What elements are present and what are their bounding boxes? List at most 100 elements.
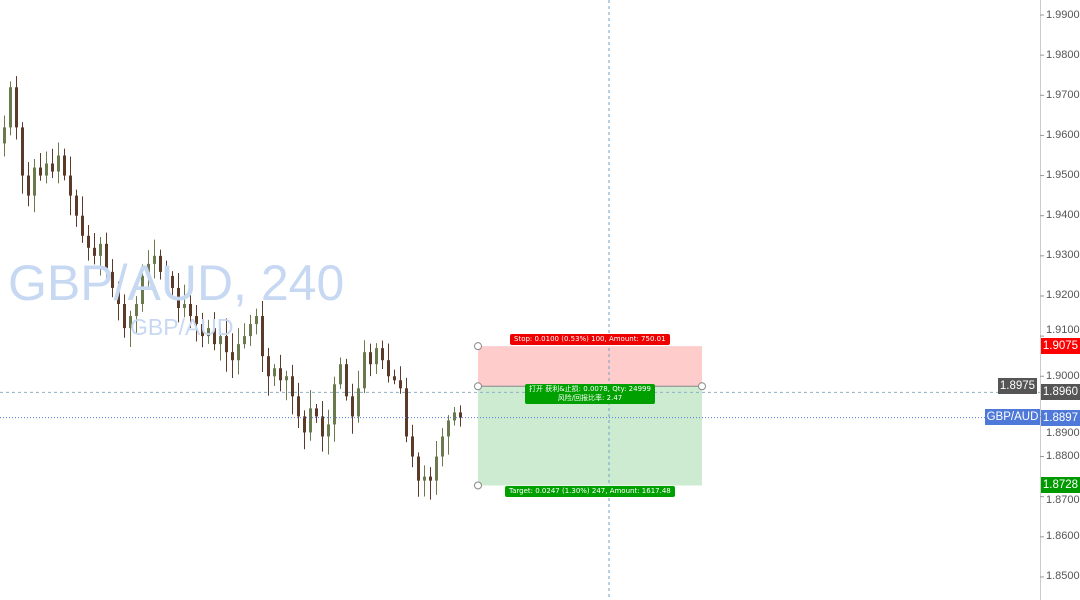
candle-body xyxy=(219,336,222,345)
candle-body xyxy=(141,275,144,305)
candle-body xyxy=(405,388,408,437)
candle-body xyxy=(351,396,354,417)
candle-body xyxy=(297,396,300,417)
candle-body xyxy=(27,175,30,196)
price-tick-label: 1.9700 xyxy=(1046,88,1080,101)
stop-zone[interactable] xyxy=(478,346,702,387)
candle-body xyxy=(3,127,6,144)
candle-body xyxy=(171,275,174,288)
price-tick-label: 1.8500 xyxy=(1046,570,1080,583)
price-tick-label: 1.9100 xyxy=(1046,324,1080,337)
candles xyxy=(3,76,462,500)
candle-body xyxy=(411,436,414,457)
candle-body xyxy=(417,456,420,481)
price-tick-label: 1.8800 xyxy=(1046,450,1080,463)
symbol-tag: GBP/AUD xyxy=(985,409,1040,425)
stop-label: Stop: 0.0100 (0.53%) 100, Amount: 750.01 xyxy=(510,334,670,346)
candle-body xyxy=(231,352,234,361)
candle-body xyxy=(33,167,36,196)
candle-body xyxy=(285,376,288,381)
candle-body xyxy=(159,255,162,272)
drag-handle[interactable] xyxy=(474,382,482,391)
candle-body xyxy=(315,408,318,417)
candle-body xyxy=(327,424,330,437)
price-tick-label: 1.8900 xyxy=(1046,426,1080,439)
candle-body xyxy=(399,380,402,389)
target-label: Target: 0.0247 (1.30%) 247, Amount: 1617… xyxy=(505,486,675,498)
candle-body xyxy=(429,476,432,481)
entry-price-tag: 1.8975 xyxy=(998,378,1037,395)
candle-body xyxy=(105,243,108,272)
candle-body xyxy=(387,360,390,377)
candle-body xyxy=(147,263,150,276)
candle-body xyxy=(135,304,138,317)
candle-body xyxy=(225,336,228,353)
candle-body xyxy=(153,255,156,264)
price-tick-label: 1.9500 xyxy=(1046,169,1080,182)
candle-body xyxy=(345,364,348,397)
candle-body xyxy=(93,247,96,256)
drag-handle[interactable] xyxy=(474,481,482,490)
candle-body xyxy=(291,376,294,397)
candle-body xyxy=(195,316,198,325)
target-price-tag: 1.8728 xyxy=(1041,477,1080,494)
candle-body xyxy=(237,344,240,361)
candle-body xyxy=(201,324,204,337)
price-tick-label: 1.9800 xyxy=(1046,48,1080,61)
candle-body xyxy=(309,408,312,433)
candle-body xyxy=(375,348,378,365)
candle-body xyxy=(363,352,366,389)
candle-body xyxy=(333,384,336,425)
candle-body xyxy=(381,348,384,361)
position-handles xyxy=(474,342,706,490)
candle-body xyxy=(243,336,246,345)
candle-body xyxy=(165,271,168,276)
current-price-tag: 1.8897 xyxy=(1041,409,1080,426)
price-tick-label: 1.9600 xyxy=(1046,128,1080,141)
candle-body xyxy=(423,476,426,481)
candle-body xyxy=(393,376,396,381)
candle-body xyxy=(453,412,456,421)
candle-body xyxy=(69,175,72,196)
price-tick-label: 1.9300 xyxy=(1046,249,1080,262)
price-tick-label: 1.8700 xyxy=(1046,494,1080,507)
stop-price-tag: 1.9075 xyxy=(1041,338,1080,355)
candle-body xyxy=(45,163,48,176)
price-tick-label: 1.9400 xyxy=(1046,209,1080,222)
price-tick-label: 1.9000 xyxy=(1046,369,1080,382)
candle-body xyxy=(207,328,210,337)
candle-body xyxy=(87,235,90,248)
candle-body xyxy=(261,316,264,357)
price-tick-label: 1.9900 xyxy=(1046,8,1080,21)
candle-body xyxy=(213,328,216,345)
candle-body xyxy=(435,456,438,481)
drag-handle[interactable] xyxy=(698,382,706,391)
candle-body xyxy=(81,215,84,236)
watermark-title: GBP/AUD, 240 xyxy=(8,255,345,311)
entry-label: 打开 获利&止损: 0.0078, Qty: 24999 风险/回报比率: 2.… xyxy=(525,384,655,405)
candle-body xyxy=(255,316,258,325)
candle-body xyxy=(267,356,270,377)
candle-body xyxy=(321,416,324,437)
candle-body xyxy=(339,364,342,385)
candle-body xyxy=(99,243,102,256)
candle-body xyxy=(129,316,132,329)
entry-label-line1: 打开 获利&止损: 0.0078, Qty: 24999 xyxy=(529,385,651,394)
candle-body xyxy=(249,324,252,337)
crosshair-price-tag: 1.8960 xyxy=(1041,384,1080,401)
price-tick-label: 1.9200 xyxy=(1046,289,1080,302)
entry-label-line2: 风险/回报比率: 2.47 xyxy=(557,394,623,403)
candle-body xyxy=(369,352,372,365)
candle-body xyxy=(273,368,276,377)
candle-body xyxy=(177,287,180,309)
drag-handle[interactable] xyxy=(474,342,482,351)
candle-body xyxy=(51,163,54,172)
candle-body xyxy=(123,304,126,329)
candle-body xyxy=(441,436,444,457)
candle-body xyxy=(39,167,42,176)
watermark-subtitle: GBP/AUD xyxy=(130,314,234,340)
candle-body xyxy=(117,287,120,305)
candle-body xyxy=(279,368,282,381)
candle-body xyxy=(111,271,114,288)
